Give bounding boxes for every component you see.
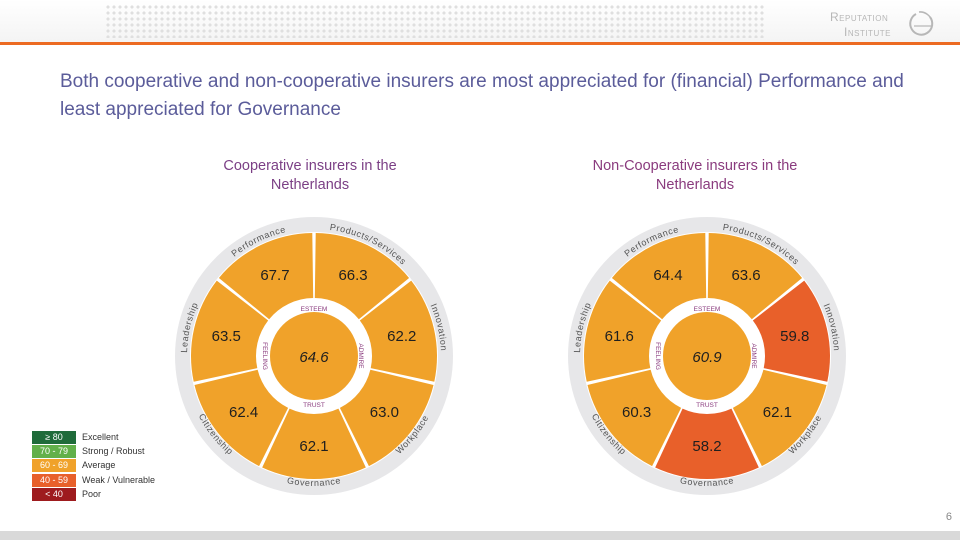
segment-performance <box>611 233 707 320</box>
data-label: 62.1 <box>299 438 328 455</box>
hub-center <box>663 312 751 400</box>
hub-center <box>270 312 358 400</box>
logo-emblem-icon <box>909 11 934 36</box>
accent-line <box>0 42 960 45</box>
inner-label: FEELING <box>261 342 268 370</box>
segment-citizenship <box>194 369 289 467</box>
data-label: 67.7 <box>260 267 289 284</box>
legend-label: Average <box>82 460 116 471</box>
legend-label: Excellent <box>82 432 119 442</box>
legend-label: Poor <box>82 488 102 499</box>
inner-label: ESTEEM <box>694 306 721 313</box>
segment-performance <box>218 233 314 320</box>
segment-leadership <box>191 280 269 382</box>
data-label: 58.2 <box>692 438 721 455</box>
legend-swatch: 70 - 79 <box>32 445 76 459</box>
data-label: 62.1 <box>763 404 792 421</box>
inner-label: ADMIRE <box>357 343 364 369</box>
reputation-institute-logo: Reputation Institute <box>830 6 950 40</box>
footer-bar <box>0 531 960 540</box>
data-label: 63.6 <box>731 267 760 284</box>
legend-swatch: < 40 <box>32 487 76 501</box>
center-value: 60.9 <box>692 349 722 366</box>
data-label: 60.3 <box>622 404 651 421</box>
page-title: Both cooperative and non-cooperative ins… <box>60 71 904 120</box>
ring-label-text: Governance <box>679 475 734 488</box>
world-map-dots <box>105 4 765 38</box>
data-label: 62.2 <box>387 328 416 345</box>
segment-workplace <box>732 369 827 467</box>
segment-products-services <box>707 233 803 320</box>
inner-label: TRUST <box>696 402 718 409</box>
legend-swatch: 40 - 59 <box>32 473 76 487</box>
logo-line-2: Institute <box>844 25 891 39</box>
data-label: 61.6 <box>605 328 634 345</box>
chart-title-non-cooperative: Non-Cooperative insurers in the Netherla… <box>592 158 798 193</box>
inner-label: ADMIRE <box>750 343 757 369</box>
radial-chart-non-cooperative: 63.6Products/Services59.8Innovation62.1W… <box>568 217 846 495</box>
ring-label: Governance <box>286 475 341 488</box>
ring-label: Governance <box>679 475 734 488</box>
legend-label: Weak / Vulnerable <box>82 474 156 485</box>
center-value: 64.6 <box>299 349 329 366</box>
inner-label: FEELING <box>654 342 661 370</box>
data-label: 59.8 <box>780 328 809 345</box>
inner-label: ESTEEM <box>301 306 328 313</box>
data-label: 62.4 <box>229 404 258 421</box>
segment-leadership <box>584 280 662 382</box>
segment-governance <box>655 408 759 479</box>
segment-citizenship <box>587 369 682 467</box>
logo-line-1: Reputation <box>830 10 889 24</box>
chart-title-cooperative: Cooperative insurers in the Netherlands <box>223 158 397 193</box>
inner-label: TRUST <box>303 402 325 409</box>
legend-label: Strong / Robust <box>82 446 145 457</box>
segment-innovation <box>752 280 830 382</box>
segment-workplace <box>339 369 434 467</box>
segment-governance <box>262 408 366 479</box>
segment-products-services <box>314 233 410 320</box>
legend-swatch: ≥ 80 <box>32 431 76 444</box>
data-label: 64.4 <box>653 267 682 284</box>
data-label: 63.0 <box>370 404 399 421</box>
page-number: 6 <box>945 511 952 523</box>
top-banner <box>0 0 960 42</box>
data-label: 63.5 <box>212 328 241 345</box>
data-label: 66.3 <box>338 267 367 284</box>
radial-chart-cooperative: 66.3Products/Services62.2Innovation63.0W… <box>175 217 453 495</box>
segment-innovation <box>359 280 438 382</box>
legend-swatch: 60 - 69 <box>32 459 76 473</box>
ring-label-text: Governance <box>286 475 341 488</box>
